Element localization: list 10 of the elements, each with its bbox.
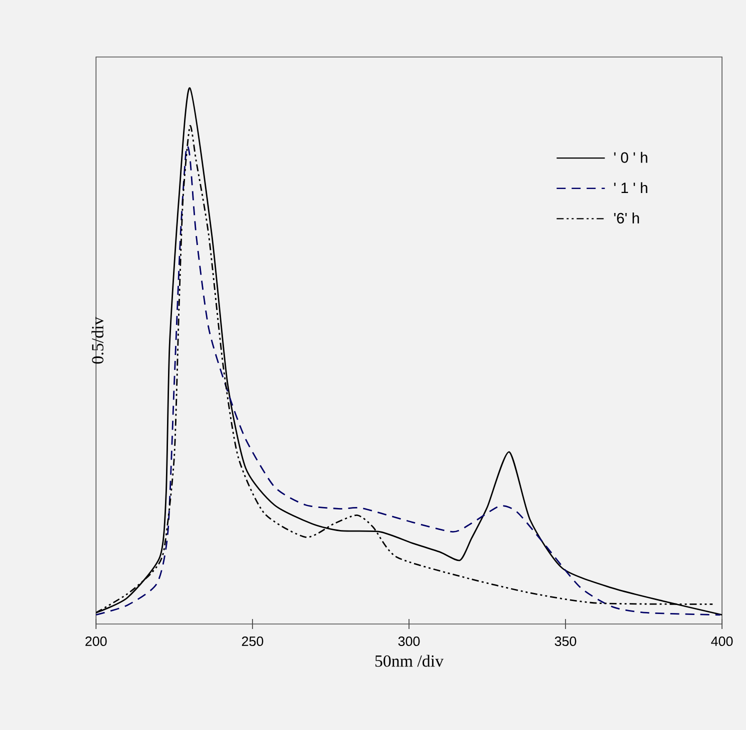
x-tick-label: 250: [242, 636, 264, 646]
legend-label: '6' h: [614, 212, 639, 224]
y-axis-title: 0.5/div: [92, 316, 104, 364]
x-tick-label: 300: [398, 636, 420, 646]
x-tick-label: 350: [554, 636, 576, 646]
legend-label: ' 0 ' h: [614, 152, 648, 163]
legend-label: ' 1 ' h: [614, 182, 648, 194]
x-tick-label: 400: [711, 636, 733, 646]
x-tick-label: 200: [85, 636, 107, 646]
x-axis-title: 50nm /div: [375, 654, 444, 667]
